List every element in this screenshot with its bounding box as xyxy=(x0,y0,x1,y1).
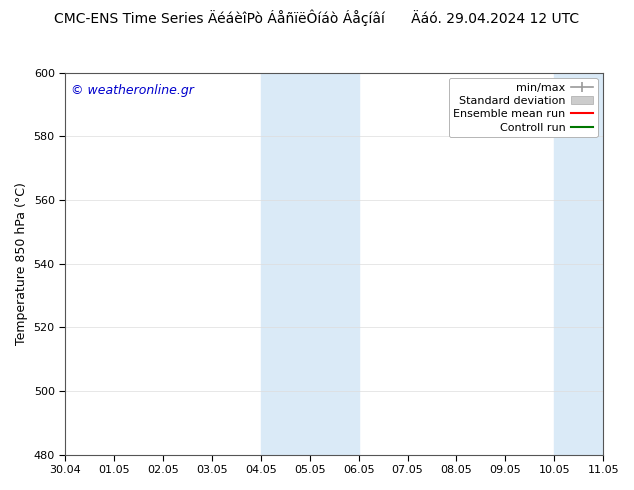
Y-axis label: Temperature 850 hPa (°C): Temperature 850 hPa (°C) xyxy=(15,182,28,345)
Bar xyxy=(261,73,359,455)
Text: CMC-ENS Time Series ÄéáèîPò ÁåñïëÔíáò Áåçíâí      Äáó. 29.04.2024 12 UTC: CMC-ENS Time Series ÄéáèîPò ÁåñïëÔíáò Áå… xyxy=(55,10,579,26)
Text: © weatheronline.gr: © weatheronline.gr xyxy=(70,84,193,97)
Bar xyxy=(554,73,634,455)
Legend: min/max, Standard deviation, Ensemble mean run, Controll run: min/max, Standard deviation, Ensemble me… xyxy=(449,78,598,137)
